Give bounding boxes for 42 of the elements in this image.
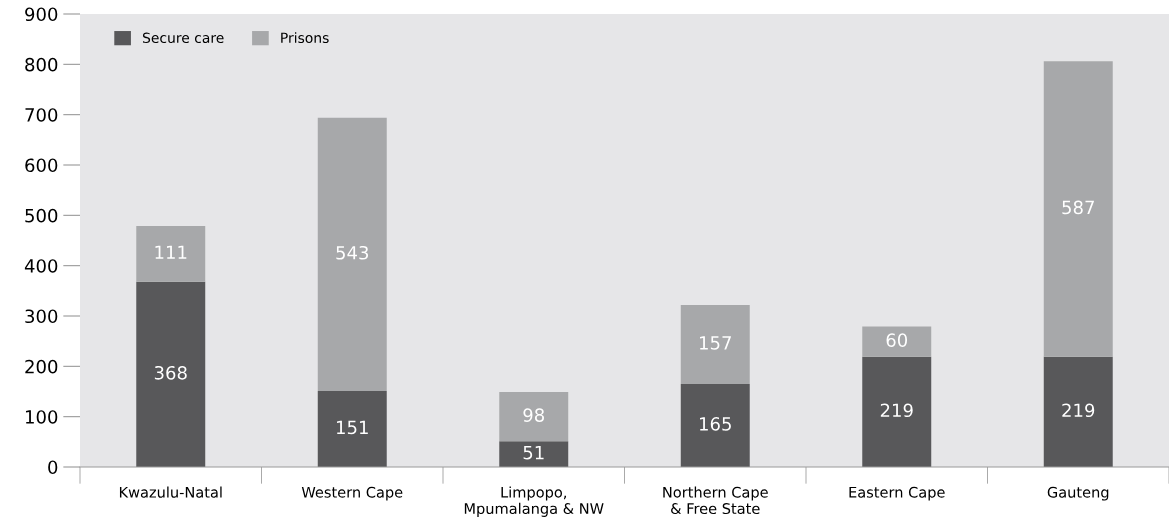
data-label: 219	[880, 403, 913, 418]
data-label: 98	[523, 408, 544, 422]
x-tick-label: Limpopo, Mpumalanga & NW	[464, 486, 604, 517]
y-tick-label: 600	[25, 158, 58, 173]
x-tick-label: Kwazulu-Natal	[119, 486, 222, 498]
y-tick-label: 300	[25, 309, 58, 324]
data-label: 111	[155, 245, 187, 259]
x-tick-label: Northern Cape & Free State	[663, 486, 768, 515]
y-tick-label: 0	[48, 460, 58, 475]
bar	[317, 391, 387, 467]
data-label: 165	[700, 417, 731, 431]
bar	[136, 225, 206, 282]
x-tick-label: Gauteng	[1047, 486, 1109, 501]
y-tick-label: 900	[25, 7, 58, 22]
bar	[1043, 61, 1113, 357]
legend-label: Secure care	[142, 32, 224, 44]
y-tick-label: 200	[25, 359, 58, 374]
data-label: 543	[336, 245, 369, 260]
x-tick-label: Western Cape	[301, 486, 403, 501]
bar	[499, 392, 569, 442]
y-tick-label: 500	[25, 208, 58, 223]
data-label: 151	[337, 420, 368, 435]
y-tick-label: 100	[25, 410, 58, 424]
bar	[499, 441, 569, 467]
y-tick-label: 800	[25, 57, 58, 72]
bar	[862, 326, 932, 357]
bar	[1043, 356, 1113, 467]
data-label: 60	[886, 333, 908, 347]
data-label: 587	[1062, 200, 1094, 215]
y-tick-label: 400	[24, 259, 58, 273]
bar	[862, 356, 932, 467]
data-label: 51	[523, 445, 544, 460]
x-tick-label: Eastern Cape	[849, 486, 945, 501]
data-label: 219	[1062, 403, 1095, 418]
legend-label: Prisons	[281, 32, 329, 44]
bar	[680, 383, 750, 467]
bar	[136, 281, 206, 467]
bar	[317, 117, 387, 391]
y-tick-label: 700	[25, 108, 58, 122]
data-label: 157	[700, 336, 731, 350]
data-label: 368	[154, 365, 187, 380]
bar	[680, 304, 750, 384]
